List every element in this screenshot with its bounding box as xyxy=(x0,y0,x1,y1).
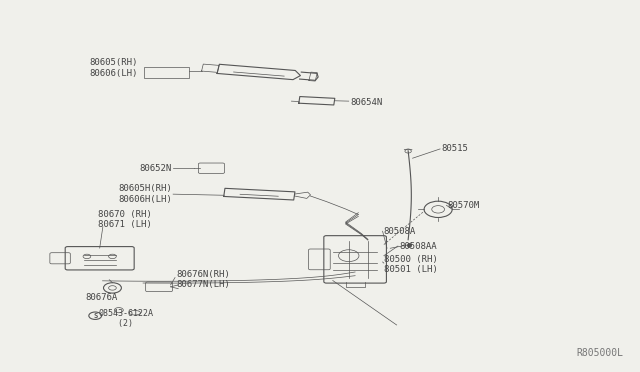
Text: R805000L: R805000L xyxy=(577,348,623,358)
Text: S: S xyxy=(93,313,97,319)
Text: 80670 (RH)
80671 (LH): 80670 (RH) 80671 (LH) xyxy=(99,210,152,229)
Text: 80570M: 80570M xyxy=(448,201,480,210)
Bar xyxy=(145,67,189,78)
Text: 80605H(RH)
80606H(LH): 80605H(RH) 80606H(LH) xyxy=(118,185,172,204)
Text: 80508AA: 80508AA xyxy=(400,241,438,250)
Text: 80515: 80515 xyxy=(442,144,468,153)
Text: 80676N(RH)
80677N(LH): 80676N(RH) 80677N(LH) xyxy=(176,270,230,289)
Text: 80654N: 80654N xyxy=(351,98,383,107)
Text: 80605(RH)
80606(LH): 80605(RH) 80606(LH) xyxy=(90,58,138,78)
Text: 80500 (RH)
80501 (LH): 80500 (RH) 80501 (LH) xyxy=(384,255,438,274)
Text: 08543-6122A
    (2): 08543-6122A (2) xyxy=(99,309,154,328)
Text: 80508A: 80508A xyxy=(384,227,416,236)
Text: 80652N: 80652N xyxy=(140,164,172,173)
Text: 80676A: 80676A xyxy=(86,294,118,302)
